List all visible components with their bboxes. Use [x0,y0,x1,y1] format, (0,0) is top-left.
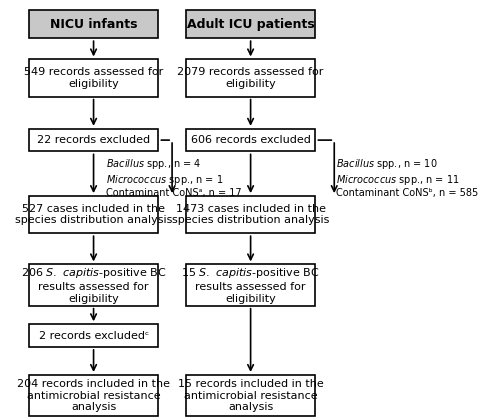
Text: 549 records assessed for
eligibility: 549 records assessed for eligibility [24,67,163,89]
Text: Adult ICU patients: Adult ICU patients [187,18,315,31]
FancyBboxPatch shape [29,324,159,347]
FancyBboxPatch shape [186,129,316,151]
Text: $\it{Bacillus}$ spp., n = 10
$\it{Micrococcus}$ spp., n = 11
Contaminant CoNSᵇ, : $\it{Bacillus}$ spp., n = 10 $\it{Microc… [336,157,478,198]
FancyBboxPatch shape [186,196,316,233]
FancyBboxPatch shape [29,375,159,416]
Text: 2079 records assessed for
eligibility: 2079 records assessed for eligibility [177,67,324,89]
FancyBboxPatch shape [186,59,316,97]
Text: 15 $\it{S.\ capitis}$-positive BC
results assessed for
eligibility: 15 $\it{S.\ capitis}$-positive BC result… [182,266,320,303]
Text: 1473 cases included in the
species distribution analysis: 1473 cases included in the species distr… [172,204,329,225]
Text: NICU infants: NICU infants [50,18,137,31]
Text: 527 cases included in the
species distribution analysis: 527 cases included in the species distri… [15,204,172,225]
Text: 606 records excluded: 606 records excluded [191,135,310,145]
FancyBboxPatch shape [29,196,159,233]
FancyBboxPatch shape [29,129,159,151]
Text: 2 records excludedᶜ: 2 records excludedᶜ [38,331,148,341]
FancyBboxPatch shape [29,264,159,306]
FancyBboxPatch shape [186,264,316,306]
FancyBboxPatch shape [29,10,159,38]
Text: $\it{Bacillus}$ spp., n = 4
$\it{Micrococcus}$ spp., n = 1
Contaminant CoNSᵃ, n : $\it{Bacillus}$ spp., n = 4 $\it{Microco… [106,157,241,198]
FancyBboxPatch shape [186,375,316,416]
Text: 204 records included in the
antimicrobial resistance
analysis: 204 records included in the antimicrobia… [17,379,170,412]
Text: 15 records included in the
antimicrobial resistance
analysis: 15 records included in the antimicrobial… [178,379,323,412]
Text: 206 $\it{S.\ capitis}$-positive BC
results assessed for
eligibility: 206 $\it{S.\ capitis}$-positive BC resul… [21,266,166,303]
FancyBboxPatch shape [186,10,316,38]
Text: 22 records excluded: 22 records excluded [37,135,150,145]
FancyBboxPatch shape [29,59,159,97]
